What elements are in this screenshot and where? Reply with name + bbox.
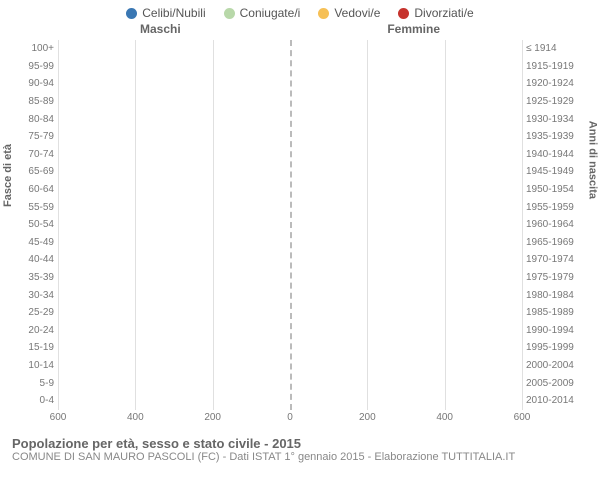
age-label: 15-19 — [28, 342, 58, 353]
birth-year-label: 1960-1964 — [522, 219, 574, 230]
age-row: 50-541960-1964 — [58, 216, 522, 234]
birth-year-label: 2005-2009 — [522, 378, 574, 389]
birth-year-label: 1970-1974 — [522, 254, 574, 265]
sex-labels: Maschi Femmine — [70, 22, 510, 36]
birth-year-label: 2010-2014 — [522, 395, 574, 406]
age-row: 85-891925-1929 — [58, 93, 522, 111]
age-row: 90-941920-1924 — [58, 75, 522, 93]
x-tick-label: 600 — [50, 412, 67, 423]
age-row: 10-142000-2004 — [58, 357, 522, 375]
legend-label: Vedovi/e — [334, 6, 380, 20]
birth-year-label: 2000-2004 — [522, 360, 574, 371]
birth-year-label: 1975-1979 — [522, 272, 574, 283]
age-label: 20-24 — [28, 325, 58, 336]
age-label: 85-89 — [28, 96, 58, 107]
legend-swatch-icon — [224, 8, 235, 19]
y-axis-right-title: Anni di nascita — [586, 121, 598, 199]
legend-item: Vedovi/e — [318, 6, 380, 20]
birth-year-label: 1945-1949 — [522, 166, 574, 177]
footer-subtitle: COMUNE DI SAN MAURO PASCOLI (FC) - Dati … — [12, 451, 588, 463]
footer-title: Popolazione per età, sesso e stato civil… — [12, 436, 588, 451]
legend-item: Celibi/Nubili — [126, 6, 205, 20]
legend-swatch-icon — [126, 8, 137, 19]
age-row: 30-341980-1984 — [58, 286, 522, 304]
x-tick-label: 0 — [287, 412, 293, 423]
male-label: Maschi — [140, 22, 181, 36]
age-row: 70-741940-1944 — [58, 146, 522, 164]
age-row: 45-491965-1969 — [58, 234, 522, 252]
age-label: 70-74 — [28, 149, 58, 160]
age-row: 95-991915-1919 — [58, 58, 522, 76]
legend-swatch-icon — [318, 8, 329, 19]
age-label: 95-99 — [28, 61, 58, 72]
birth-year-label: 1985-1989 — [522, 307, 574, 318]
age-row: 15-191995-1999 — [58, 339, 522, 357]
x-tick-label: 200 — [204, 412, 221, 423]
birth-year-label: 1925-1929 — [522, 96, 574, 107]
legend: Celibi/Nubili Coniugate/i Vedovi/e Divorzia… — [0, 0, 600, 22]
x-tick-label: 400 — [127, 412, 144, 423]
y-axis-left-title: Fasce di età — [2, 144, 14, 207]
age-label: 0-4 — [40, 395, 58, 406]
age-row: 65-691945-1949 — [58, 163, 522, 181]
legend-item: Divorziati/e — [398, 6, 473, 20]
legend-label: Coniugate/i — [240, 6, 301, 20]
age-row: 35-391975-1979 — [58, 269, 522, 287]
age-label: 65-69 — [28, 166, 58, 177]
age-label: 35-39 — [28, 272, 58, 283]
age-label: 50-54 — [28, 219, 58, 230]
pyramid-chart: Maschi Femmine Fasce di età Anni di nasc… — [10, 22, 590, 432]
age-label: 55-59 — [28, 202, 58, 213]
birth-year-label: 1980-1984 — [522, 290, 574, 301]
age-label: 100+ — [31, 43, 58, 54]
age-row: 5-92005-2009 — [58, 374, 522, 392]
legend-label: Divorziati/e — [414, 6, 473, 20]
age-label: 80-84 — [28, 114, 58, 125]
age-label: 45-49 — [28, 237, 58, 248]
age-label: 75-79 — [28, 131, 58, 142]
age-label: 30-34 — [28, 290, 58, 301]
age-row: 75-791935-1939 — [58, 128, 522, 146]
age-label: 25-29 — [28, 307, 58, 318]
female-label: Femmine — [387, 22, 440, 36]
birth-year-label: 1995-1999 — [522, 342, 574, 353]
birth-year-label: 1950-1954 — [522, 184, 574, 195]
birth-year-label: 1990-1994 — [522, 325, 574, 336]
x-axis: 6004002000200400600 — [58, 412, 522, 426]
birth-year-label: 1920-1924 — [522, 78, 574, 89]
birth-year-label: 1935-1939 — [522, 131, 574, 142]
age-row: 0-42010-2014 — [58, 392, 522, 410]
age-row: 25-291985-1989 — [58, 304, 522, 322]
age-label: 40-44 — [28, 254, 58, 265]
age-row: 60-641950-1954 — [58, 181, 522, 199]
x-tick-label: 400 — [436, 412, 453, 423]
x-tick-label: 600 — [514, 412, 531, 423]
age-row: 80-841930-1934 — [58, 110, 522, 128]
age-label: 90-94 — [28, 78, 58, 89]
birth-year-label: 1930-1934 — [522, 114, 574, 125]
age-row: 20-241990-1994 — [58, 322, 522, 340]
age-row: 55-591955-1959 — [58, 198, 522, 216]
x-tick-label: 200 — [359, 412, 376, 423]
birth-year-label: 1915-1919 — [522, 61, 574, 72]
birth-year-label: 1940-1944 — [522, 149, 574, 160]
age-row: 100+≤ 1914 — [58, 40, 522, 58]
age-row: 40-441970-1974 — [58, 251, 522, 269]
age-label: 60-64 — [28, 184, 58, 195]
birth-year-label: ≤ 1914 — [522, 43, 557, 54]
legend-label: Celibi/Nubili — [142, 6, 205, 20]
legend-item: Coniugate/i — [224, 6, 301, 20]
plot-area: 100+≤ 191495-991915-191990-941920-192485… — [58, 40, 522, 410]
age-label: 10-14 — [28, 360, 58, 371]
age-label: 5-9 — [40, 378, 58, 389]
chart-footer: Popolazione per età, sesso e stato civil… — [0, 432, 600, 463]
birth-year-label: 1965-1969 — [522, 237, 574, 248]
birth-year-label: 1955-1959 — [522, 202, 574, 213]
legend-swatch-icon — [398, 8, 409, 19]
